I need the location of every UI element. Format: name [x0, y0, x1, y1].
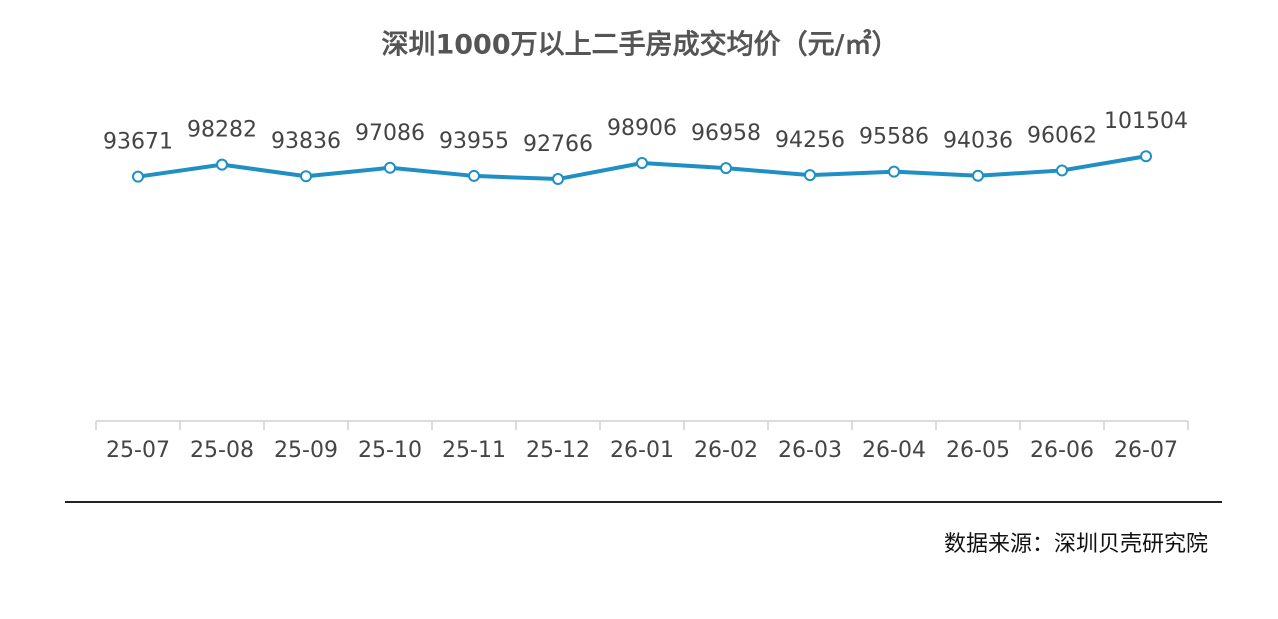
- marker: [720, 162, 732, 175]
- x-tick-label: 25-08: [190, 438, 254, 463]
- marker: [216, 158, 228, 171]
- x-tick-label: 25-10: [358, 438, 422, 463]
- value-label: 98282: [187, 118, 257, 143]
- value-label: 93836: [271, 129, 341, 154]
- marker: [384, 161, 396, 174]
- x-tick-label: 26-02: [694, 438, 758, 463]
- value-label: 95586: [859, 125, 929, 150]
- value-label: 101504: [1104, 109, 1188, 134]
- value-label: 92766: [523, 132, 593, 157]
- x-tick-label: 26-05: [946, 438, 1010, 463]
- value-label: 97086: [355, 121, 425, 146]
- value-label: 94256: [775, 128, 845, 153]
- marker: [300, 170, 312, 183]
- marker: [888, 165, 900, 178]
- x-tick-label: 26-01: [610, 438, 674, 463]
- value-label: 93955: [439, 129, 509, 154]
- marker: [552, 173, 564, 186]
- x-tick-label: 26-03: [778, 438, 842, 463]
- x-tick-label: 25-07: [106, 438, 170, 463]
- marker: [972, 169, 984, 182]
- marker: [468, 169, 480, 182]
- value-label: 96062: [1027, 123, 1097, 148]
- marker: [636, 157, 648, 170]
- x-tick-label: 25-09: [274, 438, 338, 463]
- value-label: 98906: [607, 116, 677, 141]
- x-tick-label: 26-07: [1114, 438, 1178, 463]
- source-note: 数据来源：深圳贝壳研究院: [944, 532, 1208, 557]
- x-tick-label: 25-12: [526, 438, 590, 463]
- chart-title: 深圳1000万以上二手房成交均价（元/㎡）: [381, 29, 898, 61]
- x-tick-label: 26-04: [862, 438, 926, 463]
- value-label: 93671: [103, 130, 173, 155]
- marker: [1056, 164, 1068, 177]
- value-label: 94036: [943, 129, 1013, 154]
- marker: [804, 169, 816, 182]
- x-tick-label: 25-11: [442, 438, 506, 463]
- x-tick-label: 26-06: [1030, 438, 1094, 463]
- marker: [1140, 150, 1152, 163]
- marker: [132, 170, 144, 183]
- value-label: 96958: [691, 121, 761, 146]
